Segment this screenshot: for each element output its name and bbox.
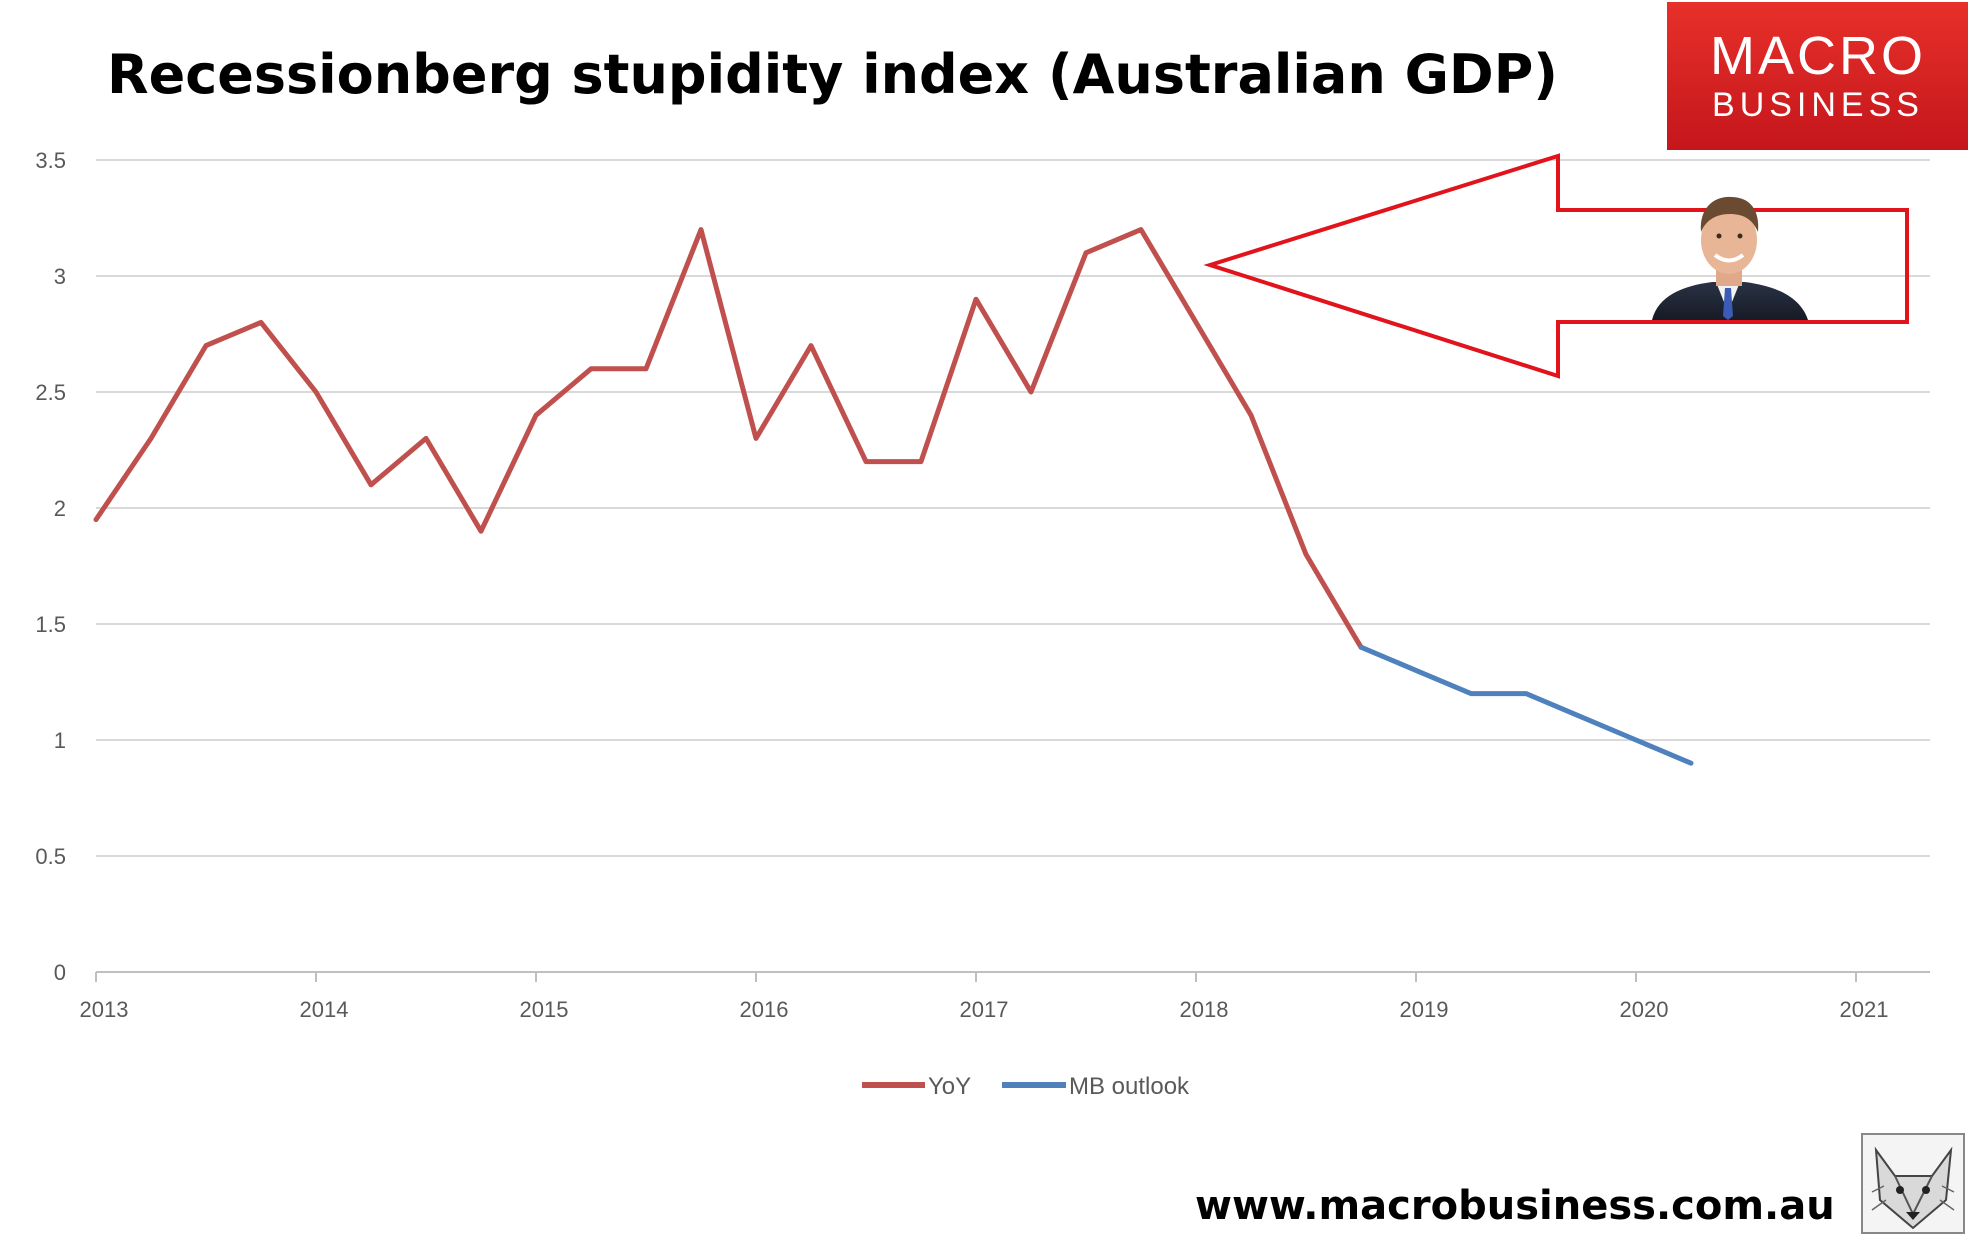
annotation-arrow [1203, 153, 1909, 379]
x-tick-label: 2018 [1180, 997, 1229, 1022]
x-tick-label: 2019 [1400, 997, 1449, 1022]
footer-url: www.macrobusiness.com.au [1195, 1183, 1835, 1229]
legend-label-mb-outlook: MB outlook [1069, 1073, 1190, 1100]
y-axis: 0 0.5 1 1.5 2 2.5 3 3.5 [35, 148, 66, 985]
y-tick-label: 1 [54, 728, 66, 753]
wolf-icon [1861, 1133, 1965, 1234]
chart-title: Recessionberg stupidity index (Australia… [107, 43, 1558, 106]
x-tick-label: 2013 [80, 997, 129, 1022]
gridlines [96, 159, 1930, 857]
person-photo [1652, 196, 1808, 320]
y-tick-label: 0 [54, 960, 66, 985]
logo-line1: MACRO [1710, 26, 1926, 86]
x-tick-label: 2020 [1620, 997, 1669, 1022]
x-axis: 2013 2014 2015 2016 2017 2018 2019 2020 2021 [80, 971, 1930, 1022]
y-tick-label: 0.5 [35, 844, 66, 869]
legend-label-yoy: YoY [928, 1073, 971, 1100]
y-tick-label: 1.5 [35, 612, 66, 637]
x-tick-label: 2021 [1840, 997, 1889, 1022]
x-tick-label: 2015 [520, 997, 569, 1022]
x-tick-label: 2016 [740, 997, 789, 1022]
series-line-mb-outlook [1358, 644, 1694, 766]
y-tick-label: 3.5 [35, 148, 66, 173]
y-tick-label: 3 [54, 264, 66, 289]
y-tick-label: 2 [54, 496, 66, 521]
x-tick-label: 2014 [300, 997, 349, 1022]
legend: YoY MB outlook [862, 1073, 1190, 1100]
macrobusiness-logo: MACRO BUSINESS [1667, 2, 1968, 150]
y-tick-label: 2.5 [35, 380, 66, 405]
logo-line2: BUSINESS [1712, 86, 1924, 124]
series-group [93, 227, 1694, 766]
x-tick-label: 2017 [960, 997, 1009, 1022]
series-line-yoy [93, 227, 1364, 650]
